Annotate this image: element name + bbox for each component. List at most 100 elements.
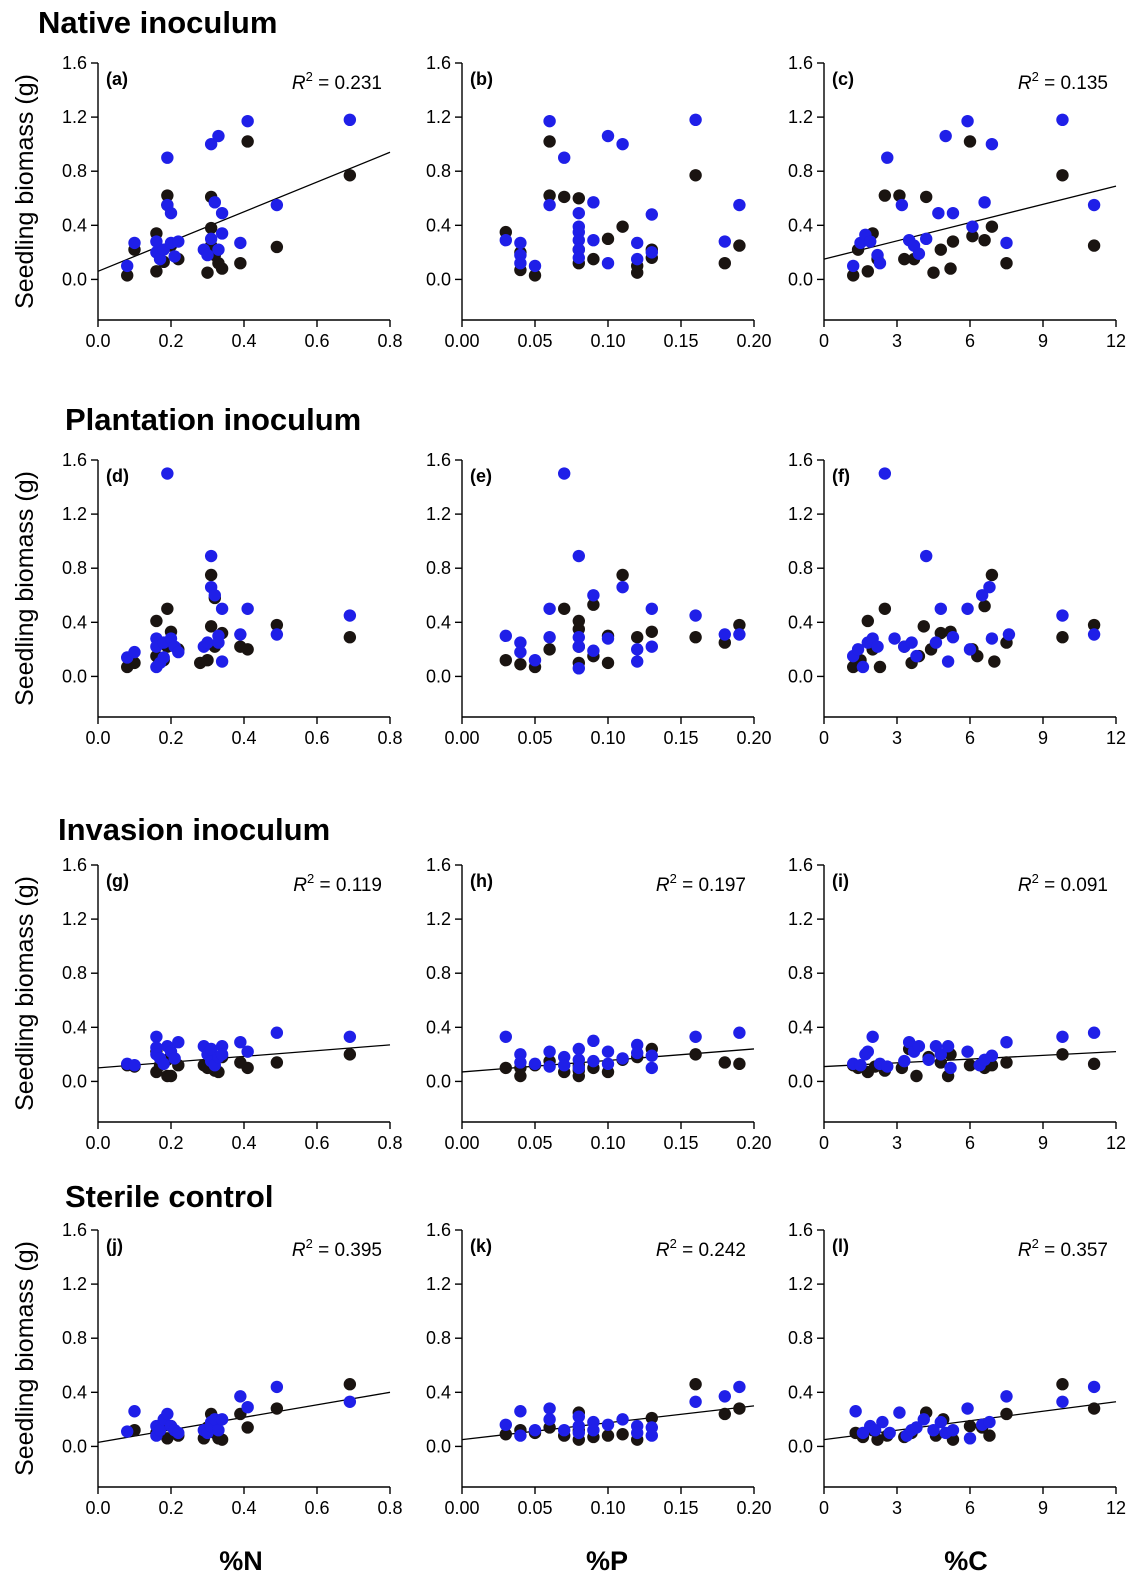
data-point-blue [572, 630, 585, 644]
x-tick-label: 0.10 [590, 1498, 625, 1518]
x-tick-label: 0.4 [231, 728, 256, 748]
data-point-blue [1087, 198, 1101, 212]
data-point-black [910, 1069, 923, 1083]
data-point-black [1056, 169, 1069, 182]
data-point-blue [1087, 1380, 1101, 1394]
data-point-blue [168, 1052, 181, 1065]
data-point-blue [153, 252, 167, 266]
data-point-black [978, 233, 991, 247]
x-tick-label: 0.15 [663, 1498, 698, 1518]
y-tick-label: 0.0 [62, 666, 87, 686]
data-point-blue [499, 629, 512, 643]
panel-g: 0.0 0.4 0.8 1.2 1.6 0.0 0.2 0.4 0.6 0.8 (g) R2 = 0.… [62, 855, 403, 1153]
data-point-black [204, 620, 218, 633]
data-point-black [241, 1421, 254, 1434]
y-tick-label: 1.6 [788, 53, 813, 73]
y-tick-label: 0.8 [426, 161, 451, 181]
data-point-blue [558, 1423, 571, 1437]
x-tick-label: 0.00 [444, 1133, 479, 1153]
data-point-blue [631, 643, 644, 656]
data-point-blue [558, 467, 571, 480]
data-point-black [616, 220, 629, 233]
x-tick-label: 12 [1106, 728, 1126, 748]
data-point-blue [215, 227, 229, 240]
data-point-blue [601, 1057, 615, 1071]
y-tick-label: 0.4 [426, 215, 451, 235]
data-point-black [689, 1048, 702, 1061]
x-tick-label: 0.8 [377, 728, 402, 748]
y-tick-label: 1.2 [426, 1274, 451, 1294]
y-axis-label-3: Seedling biomass (g) [11, 1241, 39, 1476]
data-point-blue [966, 220, 979, 233]
data-point-black [718, 1407, 731, 1421]
r-squared-label: R2 = 0.119 [293, 871, 382, 896]
data-point-blue [558, 1058, 571, 1072]
panel-j: 0.0 0.4 0.8 1.2 1.6 0.0 0.2 0.4 0.6 0.8 (j) R2 = 0.… [62, 1220, 403, 1518]
y-tick-label: 0.8 [62, 558, 87, 578]
r-squared-label: R2 = 0.242 [656, 1236, 746, 1261]
data-point-blue [975, 589, 989, 602]
data-point-blue [917, 1413, 930, 1426]
data-point-black [558, 190, 571, 204]
y-tick-label: 1.2 [62, 107, 87, 127]
data-point-blue [1000, 1390, 1013, 1403]
data-point-black [215, 1433, 229, 1446]
data-point-blue [208, 196, 221, 209]
data-point-black [161, 189, 174, 202]
data-point-blue [558, 151, 571, 164]
data-point-black [689, 630, 702, 644]
x-tick-label: 0.4 [231, 1498, 256, 1518]
data-point-blue [204, 1042, 218, 1056]
y-tick-label: 0.4 [62, 1382, 87, 1402]
data-point-black [528, 269, 542, 282]
x-tick-label: 0.6 [304, 1498, 329, 1518]
data-point-black [204, 221, 218, 235]
data-point-black [689, 1378, 702, 1391]
data-point-blue [1002, 628, 1016, 641]
data-point-blue [528, 1057, 542, 1071]
data-point-black [601, 1429, 615, 1442]
data-point-blue [161, 467, 174, 480]
data-point-blue [172, 1035, 185, 1049]
data-point-blue [172, 1426, 185, 1440]
x-tick-label: 0.6 [304, 728, 329, 748]
x-tick-label: 3 [892, 331, 902, 351]
data-point-black [873, 660, 887, 674]
data-point-black [241, 643, 254, 656]
x-tick-label: 0.0 [85, 1498, 110, 1518]
x-tick-label: 6 [965, 331, 975, 351]
panel-letter: (j) [106, 1236, 123, 1256]
panel-letter: (i) [832, 871, 849, 891]
data-point-black [121, 269, 134, 282]
x-tick-label: 0.6 [304, 331, 329, 351]
data-point-blue [572, 1042, 585, 1056]
data-point-blue [934, 602, 947, 615]
data-point-blue [215, 655, 229, 668]
data-point-blue [343, 1030, 357, 1043]
data-point-blue [898, 1054, 911, 1068]
r-squared-label: R2 = 0.395 [292, 1236, 382, 1261]
x-tick-label: 0.2 [158, 331, 183, 351]
panel-letter: (d) [106, 466, 129, 486]
data-point-black [985, 568, 999, 582]
data-point-blue [212, 129, 225, 143]
data-point-blue [854, 1058, 867, 1072]
panel-letter: (c) [832, 69, 854, 89]
panel-f: 0.0 0.4 0.8 1.2 1.6 0 3 6 9 12 (f) [788, 450, 1126, 748]
y-tick-label: 1.6 [426, 855, 451, 875]
y-tick-label: 1.2 [788, 909, 813, 929]
y-tick-label: 0.4 [426, 612, 451, 632]
data-point-black [733, 239, 746, 252]
data-point-black [1000, 1407, 1013, 1421]
y-tick-label: 0.0 [788, 666, 813, 686]
data-point-black [963, 1419, 977, 1433]
y-tick-label: 0.0 [62, 1071, 87, 1091]
data-point-blue [631, 236, 644, 250]
x-tick-label: 12 [1106, 331, 1126, 351]
data-point-black [241, 135, 254, 148]
x-tick-label: 0.00 [444, 728, 479, 748]
y-tick-label: 0.4 [426, 1017, 451, 1037]
data-point-blue [234, 628, 247, 641]
data-point-blue [543, 114, 556, 128]
x-tick-label: 0.10 [590, 728, 625, 748]
